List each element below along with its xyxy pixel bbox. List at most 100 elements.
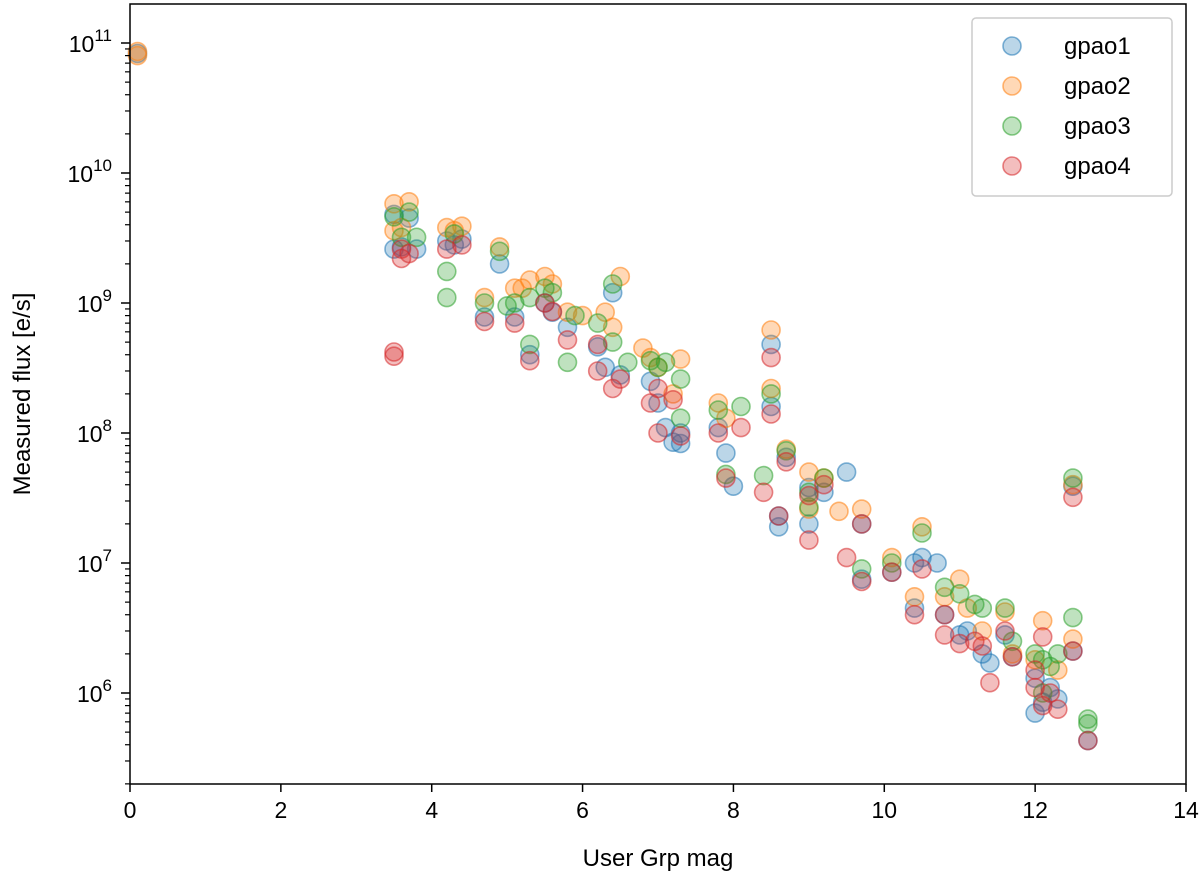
data-point-gpao4 (610, 369, 631, 389)
data-point-gpao2 (851, 499, 872, 519)
data-point-gpao3 (602, 274, 623, 294)
legend-marker-gpao2 (1002, 76, 1022, 96)
data-point-gpao4 (934, 625, 955, 645)
data-point-gpao2 (489, 237, 510, 257)
data-point-gpao1 (519, 344, 540, 365)
data-point-gpao4 (761, 404, 781, 424)
data-point-gpao4 (1063, 641, 1083, 661)
data-point-gpao4 (881, 562, 902, 583)
data-point-gpao4 (587, 334, 608, 355)
data-point-gpao3 (814, 468, 834, 488)
data-point-gpao4 (904, 604, 925, 625)
legend-marker-gpao1 (1002, 36, 1022, 56)
data-point-gpao1 (814, 482, 834, 503)
data-point-gpao4 (776, 451, 797, 472)
data-point-gpao1 (904, 598, 925, 618)
x-tick-label: 2 (274, 797, 287, 823)
data-point-gpao3 (776, 440, 797, 461)
legend-label-gpao2: gpao2 (1064, 73, 1131, 100)
data-point-gpao3 (1063, 468, 1083, 488)
data-point-gpao4 (1078, 730, 1098, 751)
data-point-gpao4 (995, 621, 1015, 641)
data-point-gpao2 (761, 378, 781, 399)
data-point-gpao4 (648, 423, 668, 443)
x-axis-label: User Grp mag (583, 845, 734, 872)
data-point-gpao2 (1032, 610, 1053, 631)
data-point-gpao3 (489, 241, 510, 262)
data-point-gpao1 (799, 514, 819, 534)
x-tick-label: 8 (727, 797, 740, 823)
data-point-gpao4 (753, 482, 774, 503)
data-point-gpao2 (829, 501, 849, 522)
data-point-gpao4 (799, 530, 819, 550)
data-point-gpao3 (602, 332, 623, 352)
data-point-gpao1 (504, 307, 525, 327)
data-point-gpao3 (995, 598, 1015, 618)
data-point-gpao4 (1032, 627, 1053, 647)
points-layer (127, 41, 1098, 751)
data-point-gpao3 (670, 408, 691, 429)
data-point-gpao2 (399, 192, 419, 212)
data-point-gpao3 (708, 400, 729, 420)
data-point-gpao2 (972, 621, 993, 641)
series-gpao4 (384, 235, 1098, 751)
data-point-gpao3 (1063, 607, 1083, 628)
legend-label-gpao4: gpao4 (1064, 153, 1131, 180)
x-tick-label: 12 (1022, 797, 1048, 823)
y-axis-ticks: 106 107 108 109 1010 1011 (67, 26, 130, 785)
data-point-gpao4 (972, 636, 993, 656)
data-point-gpao1 (768, 516, 789, 537)
x-tick-label: 6 (576, 797, 589, 823)
data-point-gpao4 (1040, 683, 1060, 703)
data-point-gpao2 (474, 287, 495, 308)
data-point-gpao4 (1025, 660, 1045, 680)
data-point-gpao4 (836, 547, 857, 568)
x-tick-label: 4 (425, 797, 438, 823)
data-point-gpao3 (753, 465, 774, 486)
y-axis-label: Measured flux [e/s] (9, 293, 36, 496)
data-point-gpao3 (731, 396, 751, 417)
y-tick-label: 109 (77, 286, 112, 317)
data-point-gpao4 (504, 313, 525, 333)
data-point-gpao1 (776, 447, 797, 468)
legend-label-gpao1: gpao1 (1064, 33, 1131, 60)
data-point-gpao4 (587, 361, 608, 381)
data-point-gpao4 (761, 347, 781, 368)
data-point-gpao2 (761, 320, 781, 340)
data-point-gpao4 (1048, 699, 1068, 720)
data-point-gpao4 (814, 474, 834, 495)
legend-marker-gpao3 (1002, 116, 1022, 136)
data-point-gpao3 (384, 207, 404, 227)
legend-box (971, 17, 1173, 197)
legend-marker-gpao4 (1002, 156, 1022, 176)
data-point-gpao3 (655, 352, 676, 373)
data-point-gpao4 (648, 378, 668, 399)
y-tick-label: 107 (77, 546, 112, 577)
data-point-gpao3 (1078, 709, 1098, 729)
y-tick-label: 1011 (69, 26, 112, 57)
data-point-gpao3 (761, 384, 781, 404)
legend: gpao1 gpao2 gpao3 gpao4 (971, 17, 1173, 197)
data-point-gpao3 (565, 305, 585, 326)
data-point-gpao4 (980, 672, 1000, 693)
series-gpao2 (127, 41, 1083, 680)
data-point-gpao2 (708, 393, 729, 413)
data-point-gpao4 (708, 423, 729, 443)
data-point-gpao3 (617, 352, 638, 373)
x-tick-label: 10 (871, 797, 897, 823)
y-tick-label: 106 (77, 676, 112, 707)
data-point-gpao3 (972, 598, 993, 618)
data-point-gpao4 (1002, 646, 1023, 667)
data-point-gpao1 (836, 462, 857, 482)
data-point-gpao1 (799, 477, 819, 498)
data-point-gpao3 (949, 583, 970, 604)
data-point-gpao2 (602, 317, 623, 338)
data-point-gpao2 (384, 220, 404, 241)
data-point-gpao4 (799, 485, 819, 506)
legend-label-gpao3: gpao3 (1064, 113, 1131, 140)
x-tick-label: 0 (124, 797, 137, 823)
data-point-gpao3 (519, 334, 540, 355)
data-point-gpao3 (399, 202, 419, 222)
data-point-gpao4 (934, 604, 955, 625)
